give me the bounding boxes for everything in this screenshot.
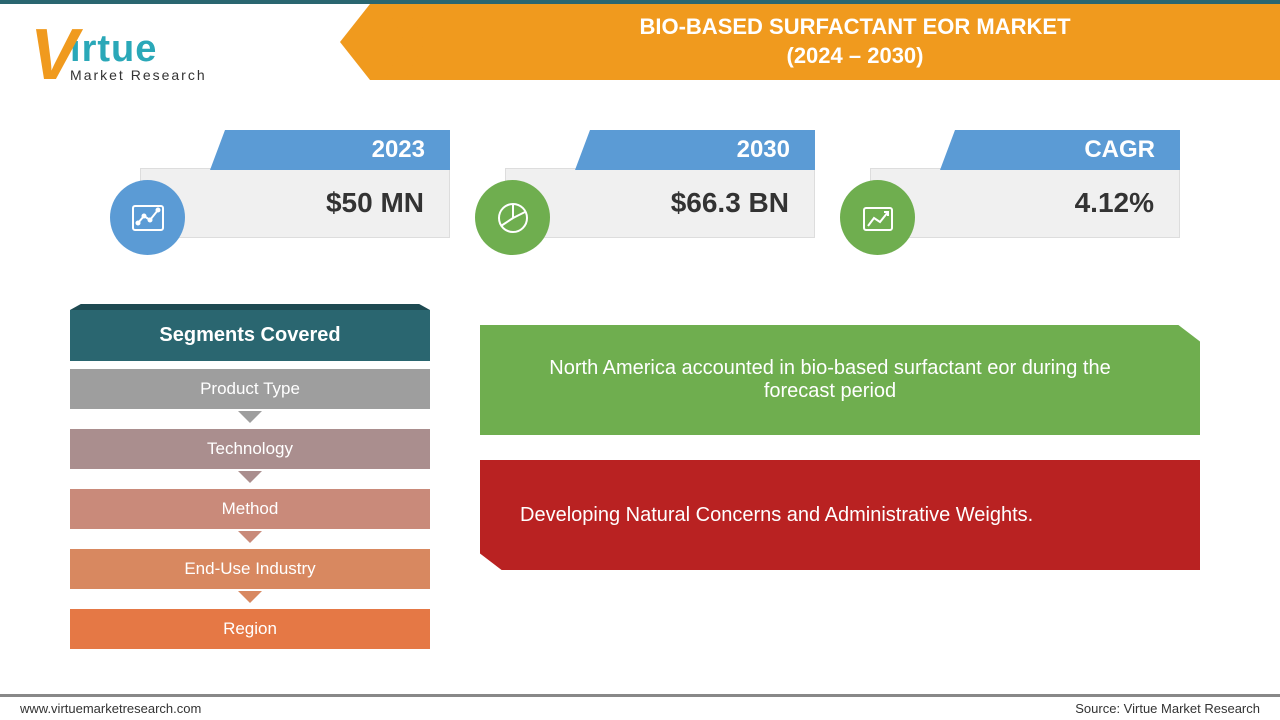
page-title: BIO-BASED SURFACTANT EOR MARKET (2024 – … [430, 13, 1280, 70]
title-line-1: BIO-BASED SURFACTANT EOR MARKET [639, 14, 1070, 39]
logo-v-mark: V [30, 14, 78, 96]
segment-product-type: Product Type [70, 369, 430, 409]
segments-header: Segments Covered [70, 310, 430, 361]
down-arrow-icon [238, 591, 262, 603]
line-chart-icon [110, 180, 185, 255]
segment-technology: Technology [70, 429, 430, 469]
segment-method: Method [70, 489, 430, 529]
info-green-text: North America accounted in bio-based sur… [520, 357, 1140, 403]
title-line-2: (2024 – 2030) [787, 43, 924, 68]
down-arrow-icon [238, 471, 262, 483]
stat-label: CAGR [940, 130, 1180, 170]
logo-name: irtue [70, 28, 207, 71]
title-banner: BIO-BASED SURFACTANT EOR MARKET (2024 – … [370, 4, 1280, 80]
stat-card-cagr: CAGR 4.12% [870, 140, 1180, 238]
stats-row: 2023 $50 MN 2030 $66.3 BN CAGR 4.12% [140, 140, 1180, 238]
segment-end-use: End-Use Industry [70, 549, 430, 589]
down-arrow-icon [238, 531, 262, 543]
growth-chart-icon [840, 180, 915, 255]
company-logo: V irtue Market Research [30, 10, 350, 100]
stat-label: 2030 [575, 130, 815, 170]
info-red-text: Developing Natural Concerns and Administ… [520, 504, 1033, 527]
info-box-region: North America accounted in bio-based sur… [480, 325, 1200, 435]
logo-text: irtue Market Research [70, 28, 207, 83]
segments-panel: Segments Covered Product Type Technology… [70, 310, 430, 649]
info-box-driver: Developing Natural Concerns and Administ… [480, 460, 1200, 570]
stat-value: $50 MN [140, 168, 450, 238]
stat-card-2023: 2023 $50 MN [140, 140, 450, 238]
pie-chart-icon [475, 180, 550, 255]
footer-source: Source: Virtue Market Research [1075, 701, 1260, 716]
down-arrow-icon [238, 411, 262, 423]
logo-tagline: Market Research [70, 67, 207, 83]
footer: www.virtuemarketresearch.com Source: Vir… [0, 694, 1280, 720]
segment-region: Region [70, 609, 430, 649]
footer-url: www.virtuemarketresearch.com [20, 701, 201, 716]
stat-value: 4.12% [870, 168, 1180, 238]
stat-value: $66.3 BN [505, 168, 815, 238]
stat-label: 2023 [210, 130, 450, 170]
stat-card-2030: 2030 $66.3 BN [505, 140, 815, 238]
